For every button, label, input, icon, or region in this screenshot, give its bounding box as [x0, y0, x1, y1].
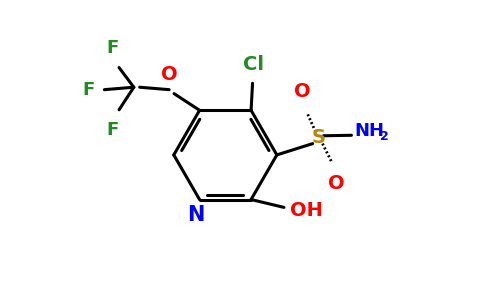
Text: 2: 2 — [380, 130, 389, 143]
Text: S: S — [312, 128, 326, 147]
Text: O: O — [329, 174, 345, 193]
Text: Cl: Cl — [243, 56, 264, 74]
Text: O: O — [294, 82, 311, 101]
Text: OH: OH — [290, 201, 323, 220]
Text: F: F — [106, 39, 119, 57]
Text: O: O — [161, 65, 178, 84]
Text: F: F — [82, 81, 94, 99]
Text: NH: NH — [355, 122, 385, 140]
Text: F: F — [106, 121, 119, 139]
Text: N: N — [187, 206, 204, 225]
